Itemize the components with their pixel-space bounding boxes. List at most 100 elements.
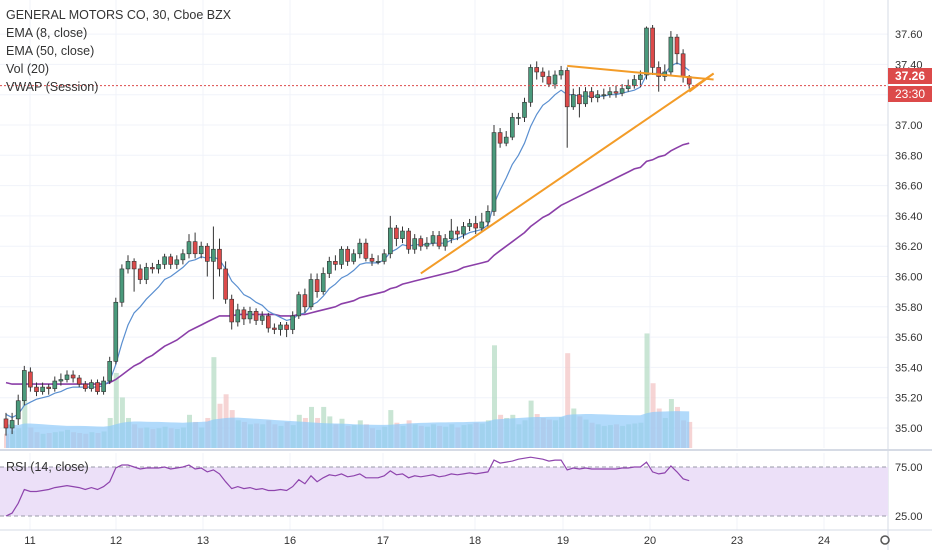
- candle-body: [436, 235, 442, 247]
- candle-body: [21, 370, 27, 402]
- price-tick-label: 37.60: [895, 29, 923, 41]
- candle-body: [638, 74, 643, 80]
- candle-body: [644, 27, 649, 76]
- candle-body: [241, 309, 247, 320]
- candle-body: [46, 386, 52, 389]
- candle-body: [180, 253, 186, 261]
- rsi-line: [5, 456, 690, 517]
- ema50-legend[interactable]: EMA (50, close): [6, 44, 95, 58]
- volume-bars: [4, 333, 693, 448]
- candle-body: [9, 420, 15, 429]
- candle-body: [631, 79, 637, 86]
- rsi-tick-label: 25.00: [895, 511, 923, 523]
- candle-body: [570, 94, 576, 108]
- candle-body: [424, 242, 430, 247]
- time-tick-label: 18: [469, 535, 481, 547]
- candle-body: [235, 309, 241, 323]
- volume-bar: [211, 357, 217, 448]
- volume-ma-area: [6, 411, 690, 448]
- candle-body: [290, 315, 296, 330]
- vwap-legend[interactable]: VWAP (Session): [6, 80, 99, 94]
- price-tick-label: 37.00: [895, 120, 923, 132]
- candle-body: [516, 117, 521, 119]
- candle-body: [320, 273, 326, 292]
- candle-body: [205, 245, 210, 262]
- volume-bar: [644, 333, 650, 448]
- candle-body: [229, 298, 234, 323]
- trendline: [567, 64, 714, 81]
- candle-body: [497, 132, 503, 144]
- time-tick-label: 24: [818, 535, 830, 547]
- candle-body: [247, 311, 253, 320]
- candle-body: [595, 94, 601, 99]
- candle-body: [357, 242, 363, 255]
- time-tick-label: 23: [731, 535, 743, 547]
- symbol-title: GENERAL MOTORS CO, 30, Cboe BZX: [6, 8, 232, 22]
- candle-body: [461, 226, 466, 235]
- candle-body: [619, 88, 625, 94]
- candle-body: [558, 70, 564, 76]
- candle-body: [467, 223, 472, 227]
- candle-body: [326, 261, 332, 274]
- candle-body: [455, 230, 460, 235]
- candle-body: [601, 94, 607, 96]
- candle-body: [680, 53, 686, 77]
- settings-icon[interactable]: [880, 535, 890, 545]
- settings-icon-ring: [880, 535, 890, 545]
- candle-body: [198, 245, 204, 255]
- time-tick-label: 17: [377, 535, 389, 547]
- candle-body: [339, 248, 344, 265]
- candle-body: [522, 101, 527, 118]
- candle-body: [144, 267, 149, 280]
- rsi-legend[interactable]: RSI (14, close): [6, 460, 89, 474]
- candle-body: [528, 67, 533, 103]
- volume-bar: [113, 372, 119, 448]
- candle-body: [406, 230, 411, 250]
- candle-body: [418, 238, 424, 247]
- time-tick-label: 11: [24, 535, 35, 547]
- candle-body: [552, 74, 558, 85]
- price-tick-label: 36.60: [895, 181, 923, 193]
- candle-body: [131, 261, 137, 270]
- candle-body: [534, 67, 540, 73]
- price-tick-label: 35.40: [895, 362, 923, 374]
- candle-body: [174, 259, 180, 265]
- candle-body: [15, 400, 21, 420]
- candle-body: [656, 67, 662, 77]
- price-tick-label: 35.60: [895, 332, 923, 344]
- candle-body: [76, 377, 82, 385]
- candle-body: [473, 223, 479, 229]
- candle-body: [308, 279, 314, 308]
- candle-body: [363, 242, 369, 259]
- candle-body: [162, 256, 167, 265]
- candle-body: [351, 253, 357, 262]
- candle-body: [125, 261, 131, 270]
- candle-body: [265, 315, 271, 329]
- volume-bar: [687, 421, 693, 448]
- candle-body: [223, 268, 228, 300]
- candle-body: [442, 238, 448, 247]
- candle-body: [137, 268, 143, 280]
- candle-body: [192, 241, 198, 255]
- candle-body: [412, 238, 418, 250]
- rsi-band: [0, 467, 888, 516]
- candle-body: [272, 327, 277, 330]
- candle-body: [150, 267, 155, 270]
- candle-body: [589, 91, 594, 99]
- candles: [3, 25, 692, 436]
- candle-body: [211, 248, 216, 262]
- candle-body: [583, 91, 588, 105]
- price-tick-label: 36.80: [895, 150, 923, 162]
- rsi-tick-label: 75.00: [895, 462, 923, 474]
- last-price-tag: 37.26: [894, 69, 926, 83]
- price-tick-label: 35.20: [895, 393, 923, 405]
- candle-body: [394, 227, 399, 239]
- ema8-legend[interactable]: EMA (8, close): [6, 26, 88, 40]
- volume-legend[interactable]: Vol (20): [6, 62, 50, 76]
- candle-body: [479, 221, 485, 229]
- candle-body: [387, 227, 393, 255]
- candle-body: [540, 71, 546, 77]
- candle-body: [95, 382, 100, 392]
- candle-body: [284, 324, 289, 330]
